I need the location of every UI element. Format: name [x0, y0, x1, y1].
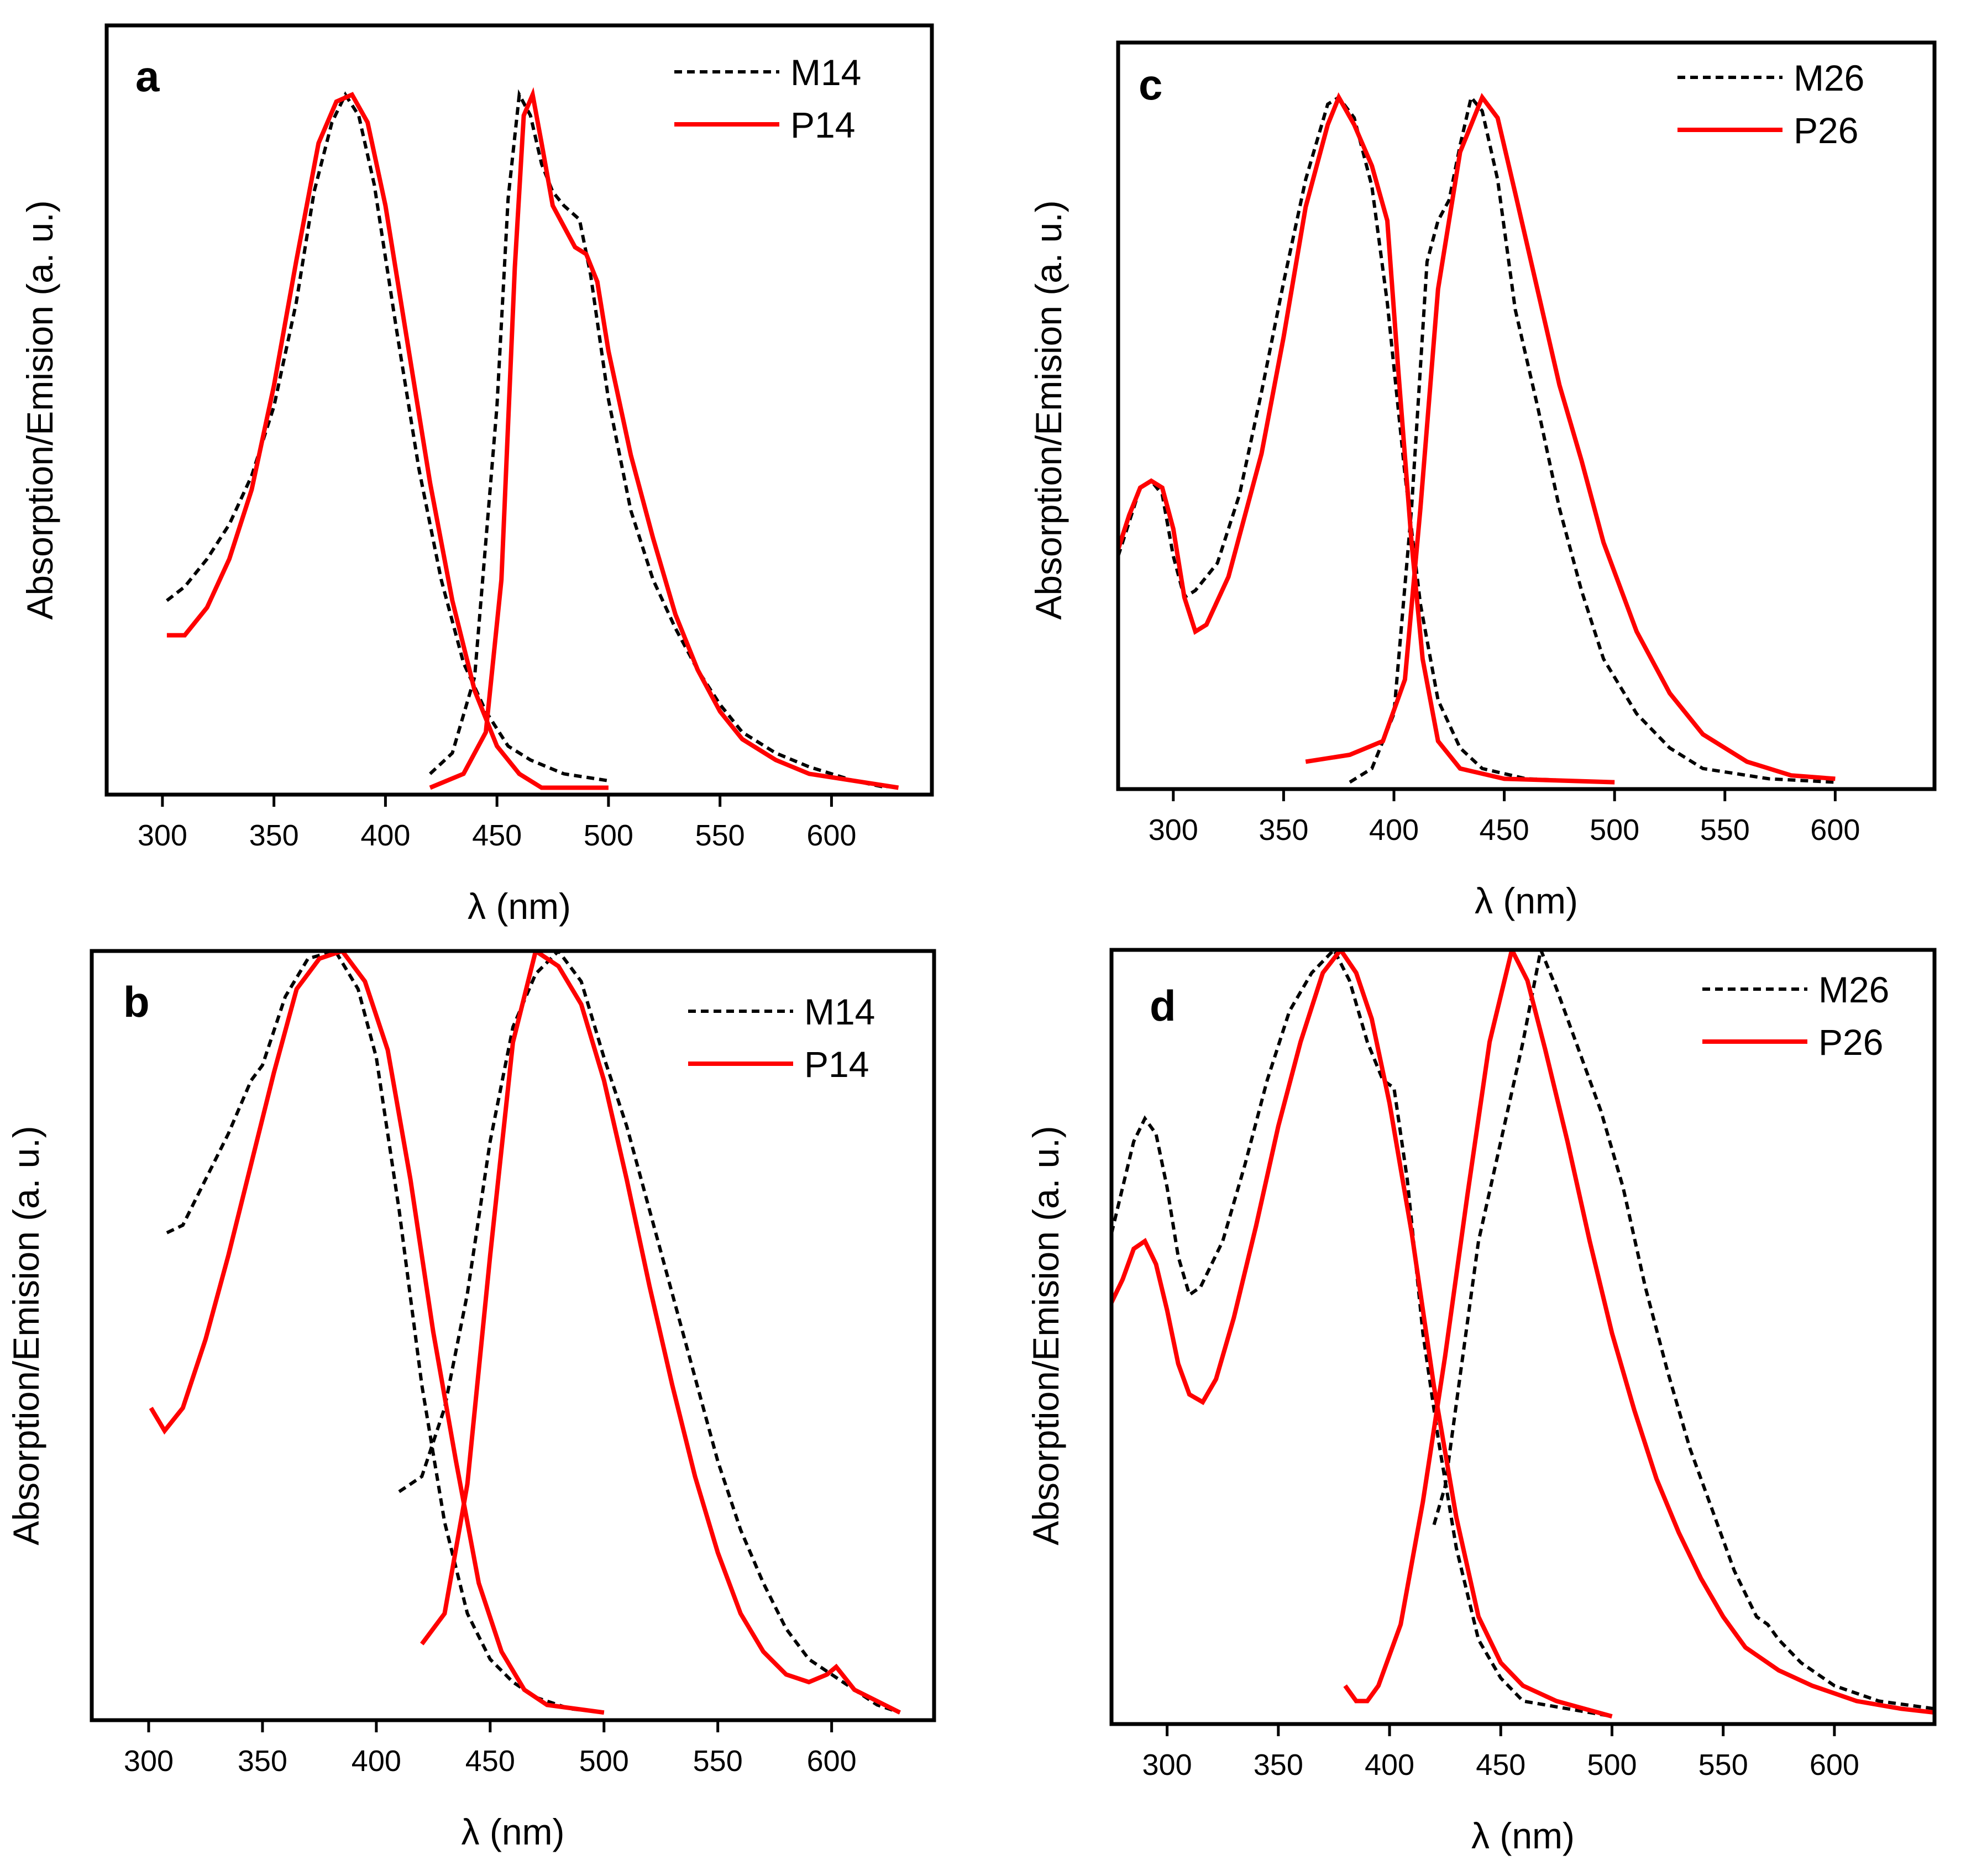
y-axis-label: Absorption/Emision (a. u.): [1028, 200, 1069, 619]
series-m14-curve-emission: [429, 89, 888, 790]
legend-label-m26: M26: [1794, 57, 1864, 98]
legend-label-m14: M14: [804, 991, 875, 1032]
x-tick-label: 400: [1365, 1748, 1414, 1782]
series-p26-curve-absorption: [1118, 92, 1615, 785]
plot-frame: [90, 949, 936, 1722]
plot-frame: [104, 23, 934, 797]
x-tick-label: 350: [1259, 813, 1308, 847]
series-p14-curve-absorption: [166, 92, 609, 790]
x-tick-label: 350: [238, 1744, 287, 1778]
x-axis-label: λ (nm): [1475, 880, 1578, 921]
series-m26-curve-emission: [1432, 950, 1934, 1711]
x-tick-label: 500: [584, 819, 633, 852]
x-tick-label: 550: [1700, 813, 1750, 847]
series-m26-curve-absorption: [1112, 950, 1613, 1719]
series-m14-curve-absorption: [166, 951, 605, 1715]
x-tick-label: 350: [1254, 1748, 1303, 1782]
series-m26-curve-absorption: [1118, 95, 1615, 784]
x-tick-label: 500: [579, 1744, 629, 1778]
panel-c: 300 350 400 450 500 550 600 λ (nm) Absorption/Em…: [1028, 40, 1937, 921]
panel-letter: a: [135, 52, 160, 101]
panel-letter: b: [123, 978, 150, 1026]
legend-label-p26: P26: [1818, 1022, 1883, 1063]
series-p26-curve-absorption: [1112, 950, 1613, 1719]
panel-letter: c: [1139, 60, 1162, 109]
panel-b: 300 350 400 450 500 550 600 λ (nm) Absorption/Em…: [6, 949, 936, 1852]
legend-label-m14: M14: [790, 52, 861, 93]
y-axis-label: Absorption/Emision (a. u.): [6, 1126, 46, 1545]
series-p26-curve-emission: [1343, 950, 1934, 1715]
x-axis-label: λ (nm): [1471, 1815, 1575, 1856]
series-m14-curve-absorption: [166, 91, 609, 782]
x-tick-label: 500: [1587, 1748, 1637, 1782]
legend-label-p26: P26: [1794, 110, 1858, 151]
x-axis-label: λ (nm): [468, 886, 571, 927]
x-tick-label: 600: [1810, 813, 1860, 847]
x-tick-label: 450: [1476, 1748, 1525, 1782]
series-m26-curve-emission: [1349, 93, 1836, 784]
series-p14-curve-absorption: [149, 951, 605, 1715]
x-tick-label: 400: [352, 1744, 401, 1778]
x-axis-label: λ (nm): [462, 1811, 565, 1852]
legend-label-m26: M26: [1818, 969, 1889, 1010]
x-tick-label: 600: [806, 819, 856, 852]
series-p14-curve-emission: [420, 951, 901, 1715]
x-tick-label: 550: [695, 819, 745, 852]
series-p26-curve-emission: [1305, 93, 1836, 781]
x-tick-label: 400: [1369, 813, 1419, 847]
x-tick-label: 300: [1149, 813, 1198, 847]
x-tick-label: 500: [1590, 813, 1639, 847]
x-tick-label: 600: [1810, 1748, 1859, 1782]
x-tick-label: 400: [360, 819, 410, 852]
plot-frame: [1109, 948, 1937, 1726]
legend-label-p14: P14: [804, 1044, 869, 1085]
x-tick-label: 450: [465, 1744, 515, 1778]
x-tick-label: 600: [807, 1744, 857, 1778]
panel-d: 300 350 400 450 500 550 600 λ (nm) Absorption/Em…: [1025, 948, 1937, 1856]
y-axis-label: Absorption/Emision (a. u.): [19, 200, 60, 619]
x-tick-label: 350: [249, 819, 299, 852]
x-tick-label: 550: [693, 1744, 743, 1778]
series-p14-curve-emission: [429, 87, 899, 790]
plot-frame: [1116, 40, 1937, 791]
panel-a: 300 350 400 450 500 550 600 λ (nm) Absorption/Em…: [19, 23, 934, 927]
x-tick-label: 300: [138, 819, 187, 852]
x-tick-label: 450: [472, 819, 522, 852]
x-tick-label: 300: [124, 1744, 174, 1778]
x-tick-label: 300: [1142, 1748, 1192, 1782]
legend-label-p14: P14: [790, 104, 855, 145]
panel-letter: d: [1150, 981, 1176, 1030]
x-tick-label: 450: [1480, 813, 1529, 847]
x-tick-label: 550: [1698, 1748, 1748, 1782]
series-m14-curve-emission: [398, 951, 901, 1715]
y-axis-label: Absorption/Emision (a. u.): [1025, 1126, 1066, 1545]
